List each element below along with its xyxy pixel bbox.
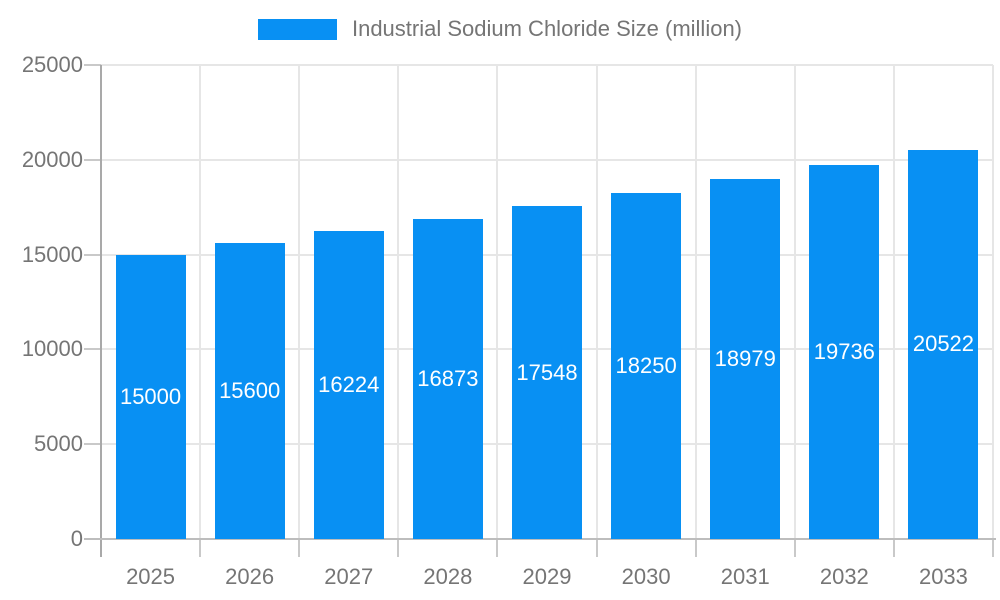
bar-value-label: 15000 bbox=[119, 383, 182, 409]
bar[interactable]: 18979 bbox=[710, 179, 781, 539]
grid-line-vertical bbox=[992, 65, 994, 539]
x-axis-label: 2026 bbox=[225, 564, 275, 589]
bar-value-label: 19736 bbox=[813, 338, 875, 364]
grid-line-vertical bbox=[892, 65, 895, 539]
x-axis-label: 2029 bbox=[522, 564, 572, 589]
legend-label: Industrial Sodium Chloride Size (million… bbox=[351, 16, 743, 41]
x-axis-line bbox=[84, 538, 996, 540]
grid-line-vertical bbox=[595, 65, 598, 539]
bar-value-label: 18979 bbox=[714, 346, 776, 372]
grid-line-vertical bbox=[496, 65, 499, 539]
bar[interactable]: 19736 bbox=[809, 164, 880, 539]
bar[interactable]: 18250 bbox=[611, 192, 682, 539]
x-axis-label: 2031 bbox=[720, 564, 770, 589]
x-axis-label: 2033 bbox=[918, 564, 968, 589]
y-axis-tick bbox=[84, 64, 101, 66]
legend[interactable]: Industrial Sodium Chloride Size (million… bbox=[0, 16, 1000, 42]
y-axis-tick bbox=[84, 443, 101, 446]
bar-value-label: 20522 bbox=[912, 331, 975, 357]
x-axis-tick bbox=[992, 539, 994, 557]
bar[interactable]: 15000 bbox=[115, 254, 186, 539]
y-axis-label: 10000 bbox=[21, 336, 83, 362]
x-axis-tick bbox=[199, 539, 202, 557]
y-axis-label: 15000 bbox=[21, 241, 83, 267]
x-axis-label: 2030 bbox=[621, 564, 671, 589]
bar-value-label: 15600 bbox=[219, 378, 281, 404]
grid-line-horizontal bbox=[101, 158, 993, 161]
x-axis-tick bbox=[892, 539, 895, 557]
y-axis-tick bbox=[84, 253, 101, 256]
x-axis-label: 2032 bbox=[819, 564, 869, 589]
y-axis-label: 20000 bbox=[21, 146, 83, 172]
bar[interactable]: 16224 bbox=[313, 231, 384, 539]
x-axis-tick bbox=[397, 539, 400, 557]
y-axis-line bbox=[100, 65, 102, 557]
y-axis-tick bbox=[84, 348, 101, 351]
bar[interactable]: 15600 bbox=[214, 243, 285, 539]
x-axis-tick bbox=[793, 539, 796, 557]
y-axis-label: 5000 bbox=[34, 431, 83, 457]
grid-line-vertical bbox=[397, 65, 400, 539]
bar[interactable]: 16873 bbox=[412, 219, 483, 539]
x-axis-tick bbox=[496, 539, 499, 557]
grid-line-vertical bbox=[694, 65, 697, 539]
bar-value-label: 18250 bbox=[615, 352, 677, 378]
y-axis-label: 25000 bbox=[21, 52, 83, 77]
bar-value-label: 16873 bbox=[417, 366, 479, 392]
y-axis-label: 0 bbox=[70, 526, 83, 551]
bar[interactable]: 17548 bbox=[512, 206, 582, 539]
x-axis-label: 2025 bbox=[126, 564, 176, 589]
legend-swatch bbox=[257, 18, 337, 40]
grid-line-horizontal bbox=[101, 64, 993, 66]
bar-value-label: 17548 bbox=[516, 359, 578, 385]
bar[interactable]: 20522 bbox=[908, 149, 979, 539]
grid-line-vertical bbox=[298, 65, 301, 539]
x-axis-tick bbox=[694, 539, 697, 557]
grid-line-vertical bbox=[199, 65, 202, 539]
y-axis-tick bbox=[84, 158, 101, 161]
x-axis-tick bbox=[595, 539, 598, 557]
x-axis-tick bbox=[298, 539, 301, 557]
grid-line-vertical bbox=[793, 65, 796, 539]
bar-value-label: 16224 bbox=[318, 372, 380, 398]
x-axis-label: 2027 bbox=[324, 564, 374, 589]
x-axis-label: 2028 bbox=[423, 564, 473, 589]
